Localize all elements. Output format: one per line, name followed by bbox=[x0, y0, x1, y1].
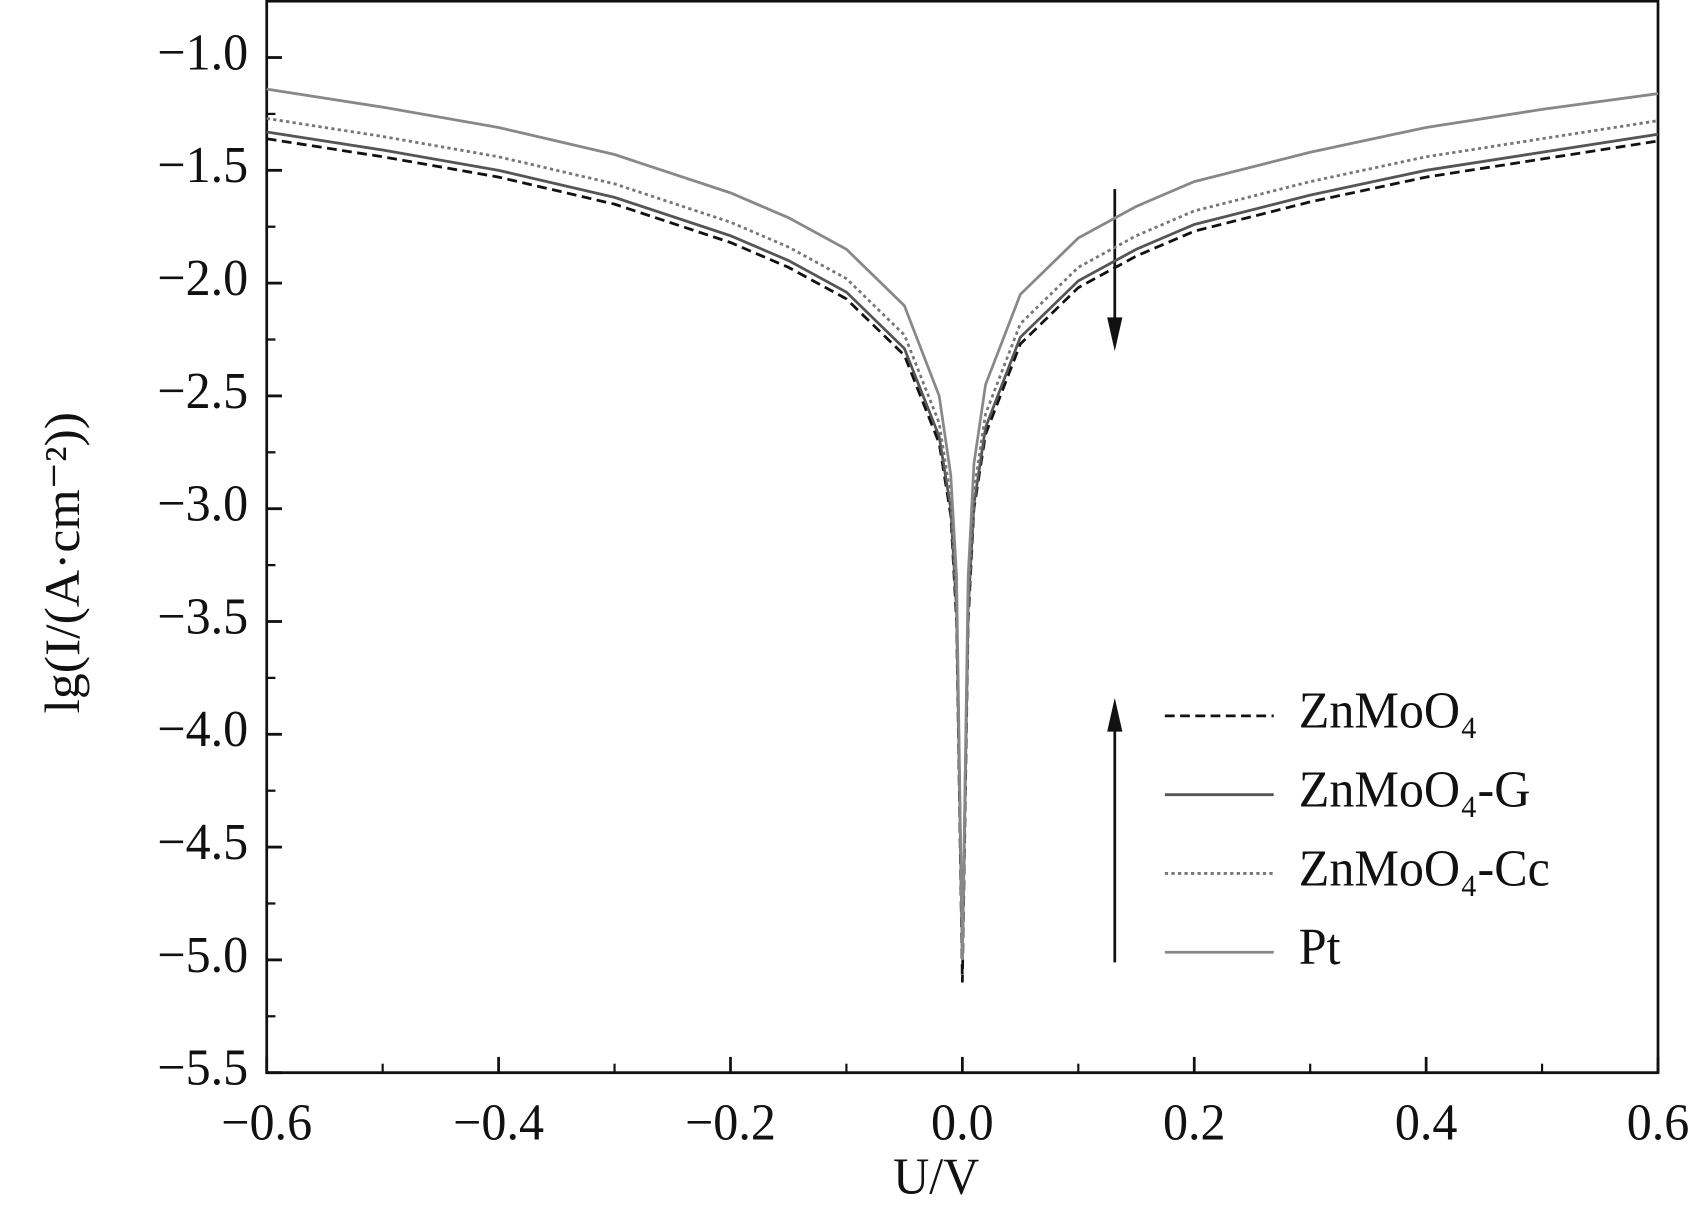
x-axis-label: U/V bbox=[893, 1149, 979, 1206]
x-tick-label: −0.2 bbox=[685, 1095, 776, 1152]
x-tick-label: 0.2 bbox=[1163, 1095, 1226, 1152]
legend-label: Pt bbox=[1299, 919, 1341, 976]
series-line bbox=[266, 117, 1659, 960]
y-tick-label: −3.0 bbox=[157, 476, 248, 533]
y-tick-label: −5.5 bbox=[157, 1040, 248, 1097]
y-axis-label: lg(I/(A·cm⁻²)) bbox=[36, 412, 91, 714]
y-tick-label: −1.0 bbox=[157, 25, 248, 82]
series-line bbox=[266, 87, 1659, 960]
x-tick-label: 0.6 bbox=[1627, 1095, 1690, 1152]
legend-label: ZnMoO₄-Cc bbox=[1299, 841, 1550, 898]
y-tick-label: −5.0 bbox=[157, 927, 248, 984]
x-tick-label: 0.0 bbox=[931, 1095, 994, 1152]
arrowhead bbox=[1107, 317, 1123, 352]
x-tick-label: −0.4 bbox=[453, 1095, 544, 1152]
y-tick-label: −4.5 bbox=[157, 814, 248, 871]
series-line bbox=[266, 137, 1659, 983]
x-tick-label: 0.4 bbox=[1395, 1095, 1458, 1152]
arrows bbox=[1107, 189, 1123, 963]
y-tick-label: −2.5 bbox=[157, 363, 248, 420]
x-tick-label: −0.6 bbox=[221, 1095, 312, 1152]
legend-label: ZnMoO₄ bbox=[1299, 683, 1478, 740]
y-tick-label: −1.5 bbox=[157, 137, 248, 194]
legend-label: ZnMoO₄-G bbox=[1299, 762, 1531, 819]
arrowhead bbox=[1107, 697, 1123, 732]
series-line bbox=[266, 130, 1659, 960]
y-tick-label: −2.0 bbox=[157, 250, 248, 307]
y-tick-label: −3.5 bbox=[157, 589, 248, 646]
y-tick-label: −4.0 bbox=[157, 701, 248, 758]
